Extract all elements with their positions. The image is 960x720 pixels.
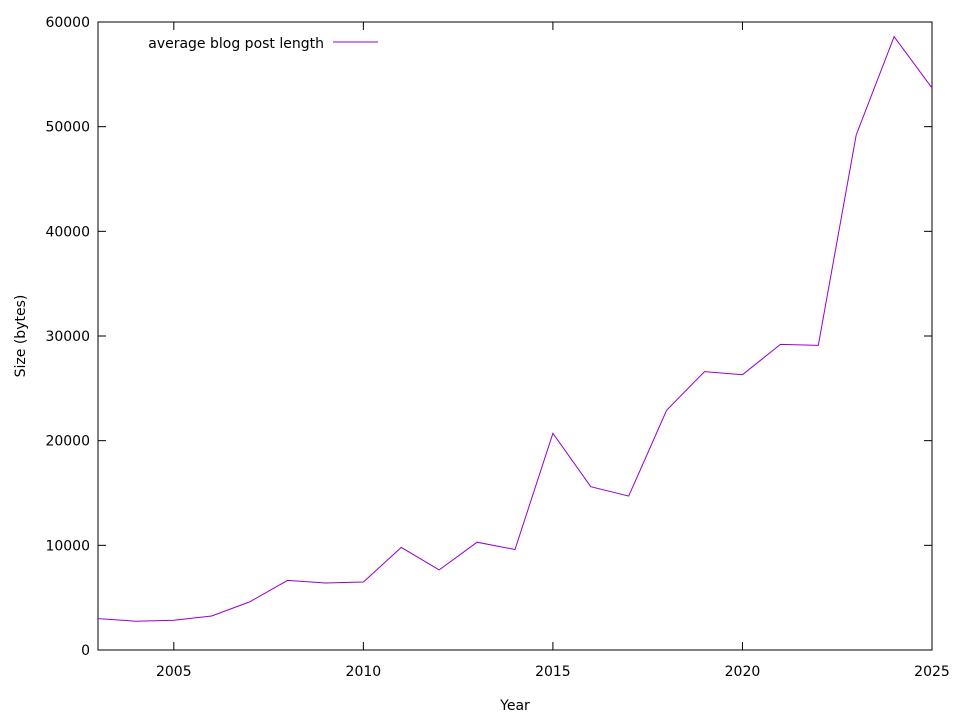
x-tick-label-2010: 2010 — [346, 664, 382, 680]
y-tick-label-50000: 50000 — [45, 120, 90, 136]
plot-frame — [97, 21, 933, 651]
axis-tick-labels: 2005 2010 2015 2020 2025 0 10000 20000 30000 4000… — [45, 15, 949, 680]
x-tick-label-2025: 2025 — [914, 664, 950, 680]
y-tick-label-40000: 40000 — [45, 224, 90, 240]
y-tick-label-60000: 60000 — [45, 15, 90, 31]
y-tick-label-10000: 10000 — [45, 538, 90, 554]
y-tick-label-0: 0 — [81, 643, 90, 659]
axis-ticks — [98, 21, 933, 651]
y-tick-label-20000: 20000 — [45, 434, 90, 450]
series-group — [97, 35, 933, 622]
x-tick-label-2015: 2015 — [535, 664, 571, 680]
y-axis-title: Size (bytes) — [13, 295, 29, 378]
series-line-0 — [97, 35, 933, 622]
x-tick-label-2005: 2005 — [156, 664, 192, 680]
x-axis-title: Year — [499, 698, 530, 714]
legend-label: average blog post length — [148, 36, 324, 52]
x-tick-label-2020: 2020 — [725, 664, 761, 680]
legend: average blog post length — [148, 36, 378, 52]
y-tick-label-30000: 30000 — [45, 329, 90, 345]
